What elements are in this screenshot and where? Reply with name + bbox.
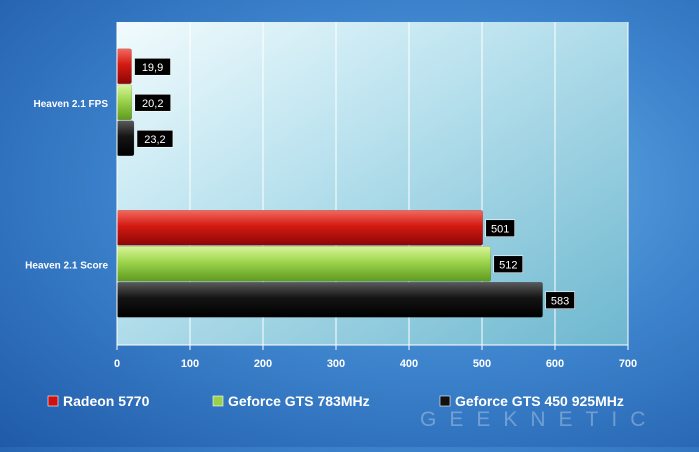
bar <box>116 84 132 120</box>
x-tick-label: 400 <box>400 358 418 370</box>
legend-swatch <box>439 395 451 407</box>
data-label-box <box>134 93 172 112</box>
x-tick-label: 600 <box>546 358 564 370</box>
legend-label: Geforce GTS 450 925MHz <box>455 393 624 409</box>
legend-label: Radeon 5770 <box>63 393 150 409</box>
data-label-box <box>134 57 171 76</box>
data-label: 23,2 <box>144 134 165 146</box>
data-label: 501 <box>491 223 509 235</box>
bar <box>116 48 132 84</box>
data-label: 20,2 <box>142 98 163 110</box>
x-tick-label: 200 <box>254 358 272 370</box>
data-label: 583 <box>551 295 569 307</box>
bar <box>116 120 135 156</box>
legend-swatch <box>47 395 59 407</box>
x-tick-label: 100 <box>181 358 199 370</box>
bar <box>116 282 543 318</box>
x-tick-label: 700 <box>619 358 637 370</box>
grid <box>189 22 629 345</box>
data-label: 512 <box>499 259 517 271</box>
bar <box>116 210 483 246</box>
legend-label: Geforce GTS 783MHz <box>228 393 370 409</box>
legend-swatch <box>212 395 224 407</box>
data-label-box <box>485 219 516 238</box>
data-label: 19,9 <box>142 62 163 74</box>
legend: Radeon 5770 Geforce GTS 783MHz Geforce GTS… <box>47 393 624 409</box>
x-tick-label: 300 <box>327 358 345 370</box>
x-tick-label: 0 <box>114 358 120 370</box>
watermark: GEEKNETIC <box>420 408 658 431</box>
axes: 0 100 200 300 400 500 600 700 Heaven 2.1 FPS Heav… <box>25 22 637 370</box>
data-label-box <box>545 291 575 310</box>
data-label-box <box>493 255 524 274</box>
bars: 19,9 20,2 23,2 501 512 583 <box>116 48 575 318</box>
y-category-label: Heaven 2.1 Score <box>25 260 108 271</box>
data-label-box <box>136 129 174 148</box>
y-category-label: Heaven 2.1 FPS <box>34 99 109 110</box>
bar <box>116 246 492 282</box>
x-tick-label: 500 <box>473 358 491 370</box>
